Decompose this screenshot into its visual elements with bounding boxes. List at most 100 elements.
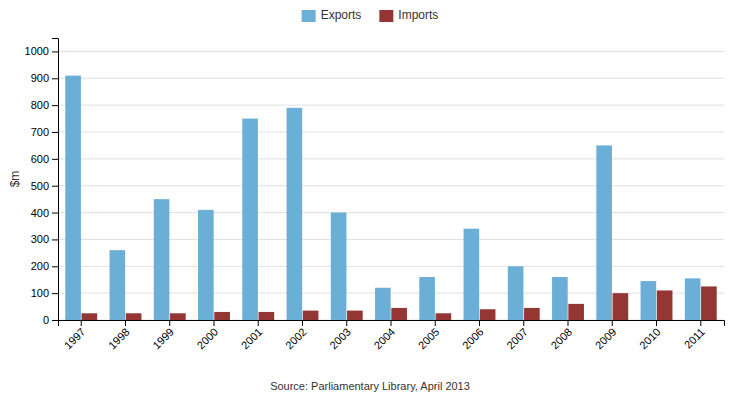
y-tick-mark: [52, 266, 58, 267]
y-tick-mark: [52, 186, 58, 187]
bar: [82, 313, 98, 320]
x-tick-label: 2004: [371, 326, 397, 352]
y-tick-label: 600: [31, 153, 49, 165]
x-tick-mark: [479, 320, 480, 326]
x-tick-mark: [656, 320, 657, 326]
bar: [347, 311, 363, 320]
x-tick: 1999: [150, 320, 176, 351]
y-tick-mark: [52, 78, 58, 79]
bar: [480, 309, 496, 320]
grid-line: [58, 158, 724, 159]
x-tick-label: 1999: [150, 326, 176, 352]
x-tick-mark: [435, 320, 436, 326]
x-tick-mark: [81, 320, 82, 326]
bar: [242, 119, 258, 320]
x-tick: 2004: [371, 320, 397, 351]
bar: [214, 312, 230, 320]
y-tick-label: 800: [31, 99, 49, 111]
x-tick-label: 2000: [194, 326, 220, 352]
x-tick-label: 2007: [504, 326, 530, 352]
x-tick-mark: [258, 320, 259, 326]
y-tick-label: 700: [31, 126, 49, 138]
y-tick-mark: [52, 51, 58, 52]
y-tick-label: 0: [43, 314, 49, 326]
y-tick-mark: [52, 105, 58, 106]
y-tick-label: 500: [31, 180, 49, 192]
legend: Exports Imports: [302, 8, 439, 22]
bars: [65, 76, 716, 320]
x-tick-label: 1998: [106, 326, 132, 352]
x-tick-mark: [169, 320, 170, 326]
bar: [65, 76, 81, 320]
y-tick: 800: [31, 99, 58, 111]
x-tick-label: 2008: [548, 326, 574, 352]
plot: 0 100 200 300 400 500 600 700 800 900 1000 1997 1998…: [25, 39, 725, 352]
y-tick: 100: [31, 287, 58, 299]
bar: [287, 108, 303, 320]
bar: [508, 266, 524, 320]
x-tick-mark: [612, 320, 613, 326]
bar: [259, 312, 275, 320]
bar: [110, 250, 126, 320]
y-tick-label: 1000: [25, 45, 49, 57]
x-tick-mark: [391, 320, 392, 326]
bar: [524, 308, 540, 320]
y-tick: 300: [31, 233, 58, 245]
y-tick: 1000: [25, 45, 58, 57]
bar: [436, 313, 452, 320]
x-axis: 1997 1998 1999 2000 2001 2002 2003 2004 2005 2006…: [59, 320, 725, 351]
bar: [613, 293, 629, 320]
x-tick-mark: [568, 320, 569, 326]
legend-label: Exports: [321, 8, 362, 22]
y-tick-mark: [52, 293, 58, 294]
x-tick: 2006: [460, 320, 486, 351]
bar: [641, 281, 657, 320]
x-tick-label: 2006: [460, 326, 486, 352]
grid-line: [58, 51, 724, 52]
legend-label: Imports: [398, 8, 438, 22]
x-tick: 1997: [62, 320, 88, 351]
legend-swatch: [379, 10, 393, 22]
grid-line: [58, 105, 724, 106]
y-tick-label: 900: [31, 72, 49, 84]
bar: [303, 311, 319, 320]
x-tick: 1998: [106, 320, 132, 351]
x-tick-mark: [125, 320, 126, 326]
y-axis-title: $m: [8, 171, 22, 188]
x-tick-mark: [700, 320, 701, 326]
y-tick-label: 200: [31, 260, 49, 272]
x-tick: 2001: [239, 320, 265, 351]
x-tick: 2011: [682, 320, 707, 351]
bar: [552, 277, 568, 320]
x-tick-label: 2005: [416, 326, 442, 352]
y-tick: 600: [31, 153, 58, 165]
bar: [701, 286, 717, 320]
bar: [126, 313, 142, 320]
legend-item: Exports: [302, 8, 362, 22]
bar-series: [65, 76, 700, 320]
x-tick-label: 2002: [283, 326, 309, 352]
x-tick-mark: [523, 320, 524, 326]
bar: [596, 145, 612, 320]
y-tick: 200: [31, 260, 58, 272]
source-note: Source: Parliamentary Library, April 201…: [270, 380, 470, 392]
x-tick: 2009: [593, 320, 619, 351]
y-tick-label: 400: [31, 207, 49, 219]
chart-container: 0 100 200 300 400 500 600 700 800 900 1000 1997 1998…: [0, 0, 740, 398]
x-tick: 2002: [283, 320, 309, 351]
x-tick-label: 2009: [593, 326, 619, 352]
y-tick-mark: [52, 213, 58, 214]
x-tick-label: 2001: [239, 326, 265, 352]
x-tick: 2000: [194, 320, 220, 351]
grid-line: [58, 132, 724, 133]
bar: [419, 277, 435, 320]
y-tick-label: 100: [31, 287, 49, 299]
y-tick-label: 300: [31, 233, 49, 245]
x-tick-label: 2010: [637, 326, 663, 352]
y-tick: 900: [31, 72, 58, 84]
x-tick-mark: [213, 320, 214, 326]
x-tick-label: 2003: [327, 326, 353, 352]
x-tick-mark: [302, 320, 303, 326]
y-tick-mark: [52, 159, 58, 160]
legend-item: Imports: [379, 8, 438, 22]
